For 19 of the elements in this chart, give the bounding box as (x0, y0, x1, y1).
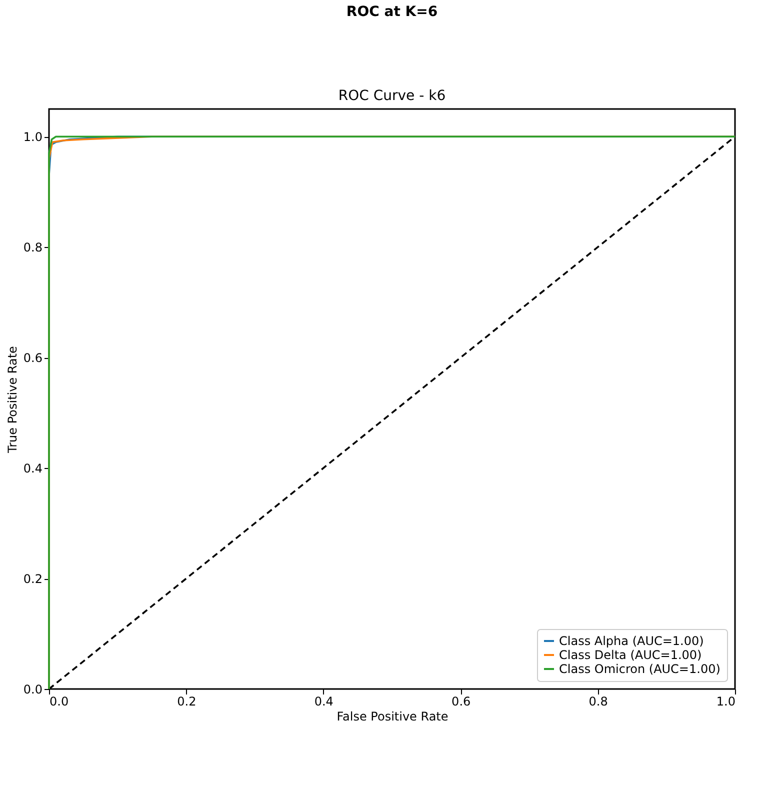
x-tick-label: 0.4 (314, 694, 334, 708)
y-tick-label: 0.8 (23, 240, 42, 255)
legend-label: Class Alpha (AUC=1.00) (559, 634, 704, 648)
legend-label: Class Delta (AUC=1.00) (559, 648, 702, 662)
x-tick-label: 0.8 (588, 694, 608, 708)
y-tick-label: 1.0 (23, 130, 42, 144)
y-tick-label: 0.4 (23, 462, 42, 476)
x-tick-label: 1.0 (716, 694, 736, 708)
y-tick-label: 0.2 (23, 572, 42, 586)
y-tick-label: 0.6 (23, 351, 42, 366)
y-axis-title: True Positive Rate (5, 346, 20, 454)
chart-title: ROC at K=6 (346, 4, 438, 20)
x-axis-title: False Positive Rate (336, 710, 448, 724)
x-tick-label: 0.0 (50, 694, 69, 708)
y-tick-label: 0.0 (23, 682, 42, 696)
legend-label: Class Omicron (AUC=1.00) (559, 662, 720, 676)
x-tick-label: 0.6 (452, 694, 471, 708)
chart-subtitle: ROC Curve - k6 (338, 88, 446, 104)
x-tick-label: 0.2 (177, 694, 196, 708)
